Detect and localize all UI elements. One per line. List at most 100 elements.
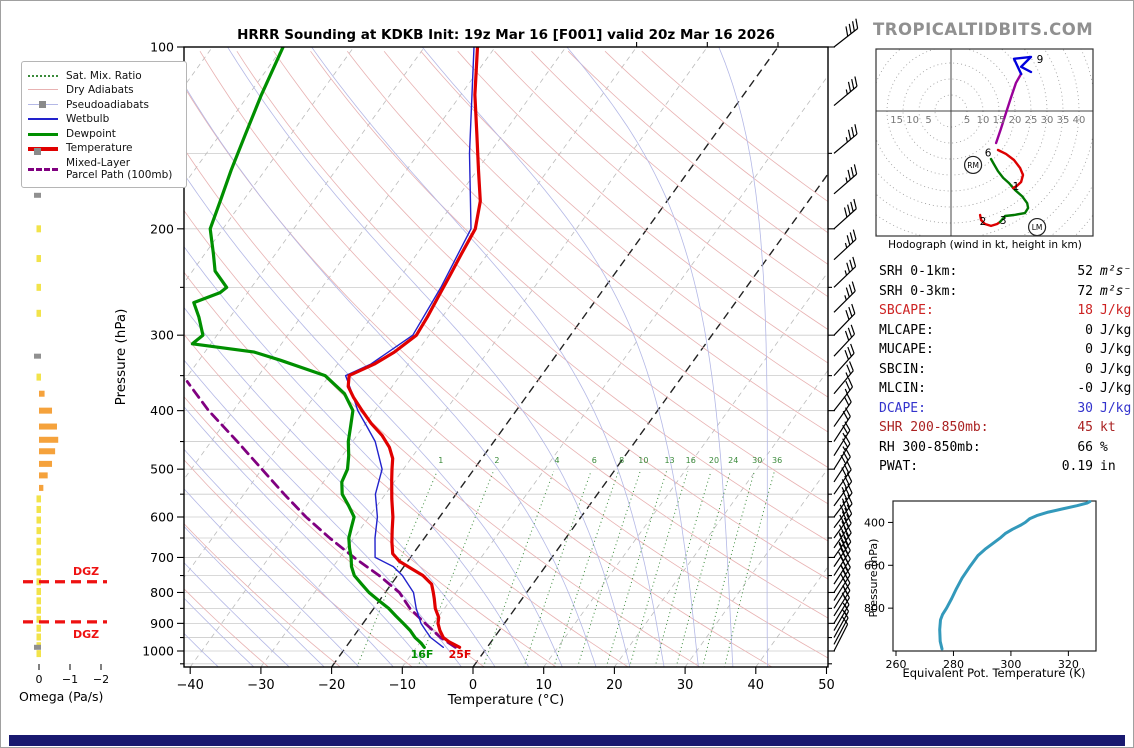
svg-text:300: 300	[1000, 658, 1021, 671]
svg-text:10: 10	[906, 115, 919, 126]
svg-text:50: 50	[818, 678, 835, 693]
svg-text:4: 4	[555, 456, 560, 465]
stat-pwat: PWAT: 0.19 in	[879, 459, 1116, 474]
dry-adiabat-line-icon	[28, 85, 58, 95]
brand-logo: TROPICALTIDBITS.COM	[873, 20, 1094, 39]
svg-text:35: 35	[1057, 115, 1070, 126]
svg-text:RM: RM	[967, 161, 979, 170]
svg-text:−30: −30	[247, 678, 274, 693]
svg-text:40: 40	[748, 678, 765, 693]
stat-mlcape: MLCAPE: 0 J/kg	[879, 322, 1132, 338]
wind-barb-column	[833, 18, 859, 652]
dewpoint-line-icon	[28, 129, 58, 139]
svg-text:DGZ: DGZ	[73, 565, 99, 578]
footer-bar	[9, 735, 1125, 746]
temperature-line-icon	[28, 143, 58, 155]
stat-dcape: DCAPE: 30 J/kg	[879, 400, 1132, 416]
stat-rh: RH 300-850mb: 66%	[879, 439, 1108, 455]
svg-text:5: 5	[964, 115, 970, 126]
legend-item-sat-mix-ratio: Sat. Mix. Ratio	[28, 70, 180, 82]
svg-text:24: 24	[728, 456, 738, 465]
hodograph-caption: Hodograph (wind in kt, height in km)	[888, 239, 1082, 251]
svg-text:600: 600	[864, 559, 885, 572]
svg-text:25F: 25F	[449, 648, 472, 661]
omega-panel: DGZ DGZ 0 −1 −2	[23, 192, 109, 686]
svg-text:6: 6	[592, 456, 597, 465]
svg-text:20: 20	[1009, 115, 1022, 126]
legend-item-pseudoadiabats: Pseudoadiabats	[28, 99, 180, 111]
thetae-pressure-label: Pressure (hPa)	[867, 539, 880, 618]
legend-item-wetbulb: Wetbulb	[28, 113, 180, 125]
svg-text:30: 30	[752, 456, 762, 465]
svg-text:200: 200	[150, 221, 174, 236]
svg-text:600: 600	[150, 510, 174, 525]
skewt-legend: Sat. Mix. Ratio Dry Adiabats Pseudoadiab…	[21, 61, 187, 189]
svg-text:40: 40	[1073, 115, 1086, 126]
wetbulb-line-icon	[28, 114, 58, 124]
svg-text:LM: LM	[1032, 223, 1043, 232]
svg-text:8: 8	[619, 456, 624, 465]
svg-text:2: 2	[980, 216, 987, 228]
svg-text:30: 30	[1041, 115, 1054, 126]
thetae-xaxis-label: Equivalent Pot. Temperature (K)	[902, 666, 1085, 680]
svg-text:800: 800	[150, 585, 174, 600]
svg-text:15: 15	[993, 115, 1006, 126]
svg-text:16: 16	[686, 456, 696, 465]
svg-text:1: 1	[1013, 181, 1020, 193]
stat-shear: SHR 200-850mb: 45 kt	[879, 420, 1116, 435]
svg-text:260: 260	[886, 658, 907, 671]
svg-text:30: 30	[677, 678, 694, 693]
svg-text:10: 10	[638, 456, 648, 465]
svg-text:10: 10	[977, 115, 990, 126]
svg-text:3: 3	[1000, 215, 1007, 227]
svg-text:13: 13	[664, 456, 674, 465]
thetae-panel: 260 280 300 320 400 600 800	[864, 500, 1097, 671]
legend-item-parcel-path: Mixed-Layer Parcel Path (100mb)	[28, 157, 180, 181]
svg-text:900: 900	[150, 616, 174, 631]
svg-text:400: 400	[150, 403, 174, 418]
svg-text:−40: −40	[176, 678, 203, 693]
svg-text:1000: 1000	[142, 644, 174, 659]
sounding-profiles: 16F 25F	[185, 47, 482, 661]
svg-text:280: 280	[943, 658, 964, 671]
svg-text:25: 25	[1025, 115, 1038, 126]
stat-sbcape: SBCAPE: 18 J/kg	[879, 303, 1132, 318]
legend-item-temperature: Temperature	[28, 142, 180, 155]
sat-mix-ratio-line-icon	[28, 71, 58, 81]
stat-sbcin: SBCIN: 0 J/kg	[879, 361, 1132, 377]
svg-text:0: 0	[36, 673, 43, 686]
temperature-axis-label: Temperature (°C)	[447, 692, 565, 708]
svg-text:700: 700	[150, 550, 174, 565]
svg-text:300: 300	[150, 328, 174, 343]
svg-text:500: 500	[150, 462, 174, 477]
svg-text:16F: 16F	[411, 648, 434, 661]
legend-item-dewpoint: Dewpoint	[28, 128, 180, 140]
svg-text:800: 800	[864, 602, 885, 615]
page-title: HRRR Sounding at KDKB Init: 19z Mar 16 […	[237, 27, 775, 43]
stat-mucape: MUCAPE: 0 J/kg	[879, 342, 1132, 357]
svg-text:20: 20	[709, 456, 719, 465]
svg-text:20: 20	[606, 678, 623, 693]
svg-text:−10: −10	[389, 678, 416, 693]
parcel-path-line-icon	[28, 164, 58, 174]
svg-text:15: 15	[890, 115, 903, 126]
svg-text:400: 400	[864, 516, 885, 529]
svg-text:9: 9	[1037, 54, 1044, 66]
svg-text:100: 100	[150, 40, 174, 55]
legend-item-dry-adiabats: Dry Adiabats	[28, 84, 180, 96]
svg-text:5: 5	[925, 115, 931, 126]
svg-text:−2: −2	[93, 673, 109, 686]
omega-axis-label: Omega (Pa/s)	[19, 689, 103, 704]
svg-text:−20: −20	[318, 678, 345, 693]
pressure-axis-label: Pressure (hPa)	[113, 309, 129, 406]
svg-text:−1: −1	[62, 673, 78, 686]
svg-text:0: 0	[469, 678, 477, 693]
stat-mlcin: MLCIN: -0 J/kg	[879, 381, 1132, 396]
